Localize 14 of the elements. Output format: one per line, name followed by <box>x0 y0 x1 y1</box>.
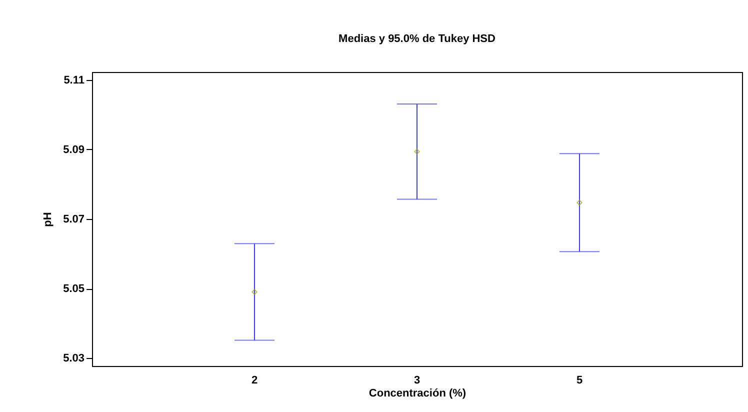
y-tick-label: 5.11 <box>64 74 84 86</box>
x-tick-label: 2 <box>251 374 258 386</box>
chart-title: Medias y 95.0% de Tukey HSD <box>338 33 496 45</box>
point <box>252 289 258 295</box>
y-tick-label: 5.07 <box>63 214 84 226</box>
point <box>576 200 582 206</box>
y-tick-label: 5.03 <box>63 352 84 365</box>
y-tick-label: 5.09 <box>63 144 84 156</box>
y-axis-title: pH <box>42 212 54 227</box>
point <box>414 148 420 154</box>
x-tick-label: 5 <box>576 374 583 386</box>
x-tick-label: 3 <box>414 374 420 386</box>
y-tick-label: 5.05 <box>63 283 84 296</box>
x-axis-title: Concentración (%) <box>368 388 466 400</box>
